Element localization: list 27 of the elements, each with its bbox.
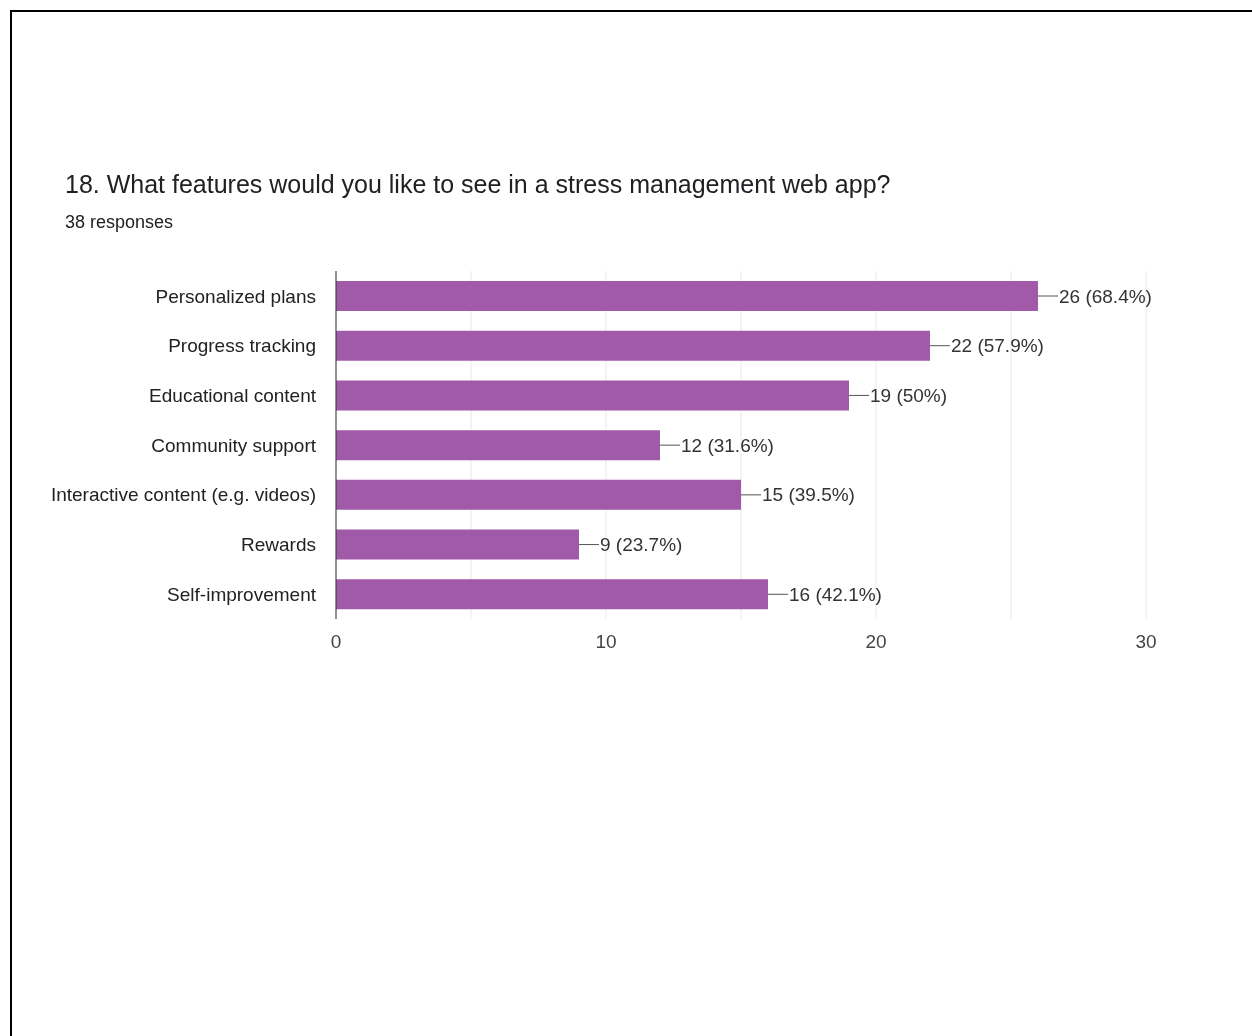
bar	[336, 579, 768, 610]
data-label: 9 (23.7%)	[600, 534, 683, 556]
bar	[336, 430, 660, 461]
text: 38 responses	[65, 212, 174, 233]
bar	[336, 330, 930, 361]
y-tick-label: Community support	[151, 434, 317, 456]
y-tick-label: Rewards	[241, 534, 316, 556]
data-label: 16 (42.1%)	[789, 583, 882, 605]
x-tick-label: 0	[330, 631, 342, 653]
y-tick-label: Personalized plans	[155, 285, 316, 307]
data-label: 12 (31.6%)	[681, 434, 774, 456]
data-label: 26 (68.4%)	[1059, 285, 1152, 307]
y-tick-label: Educational content	[149, 385, 317, 407]
y-tick-label: Interactive content (e.g. videos)	[50, 484, 316, 506]
x-tick-label: 30	[1135, 631, 1157, 653]
data-label: 15 (39.5%)	[762, 484, 855, 506]
y-tick-label: Self-improvement	[167, 583, 317, 605]
y-tick-label: Progress tracking	[168, 335, 316, 357]
bar	[336, 479, 741, 510]
data-label: 19 (50%)	[870, 384, 948, 406]
data-label: 22 (57.9%)	[951, 335, 1044, 357]
bar	[336, 380, 849, 411]
x-tick-label: 10	[595, 631, 617, 653]
chart-title: 18. What features would you like to see in a stress management web app?	[65, 170, 891, 199]
bar	[336, 529, 579, 560]
bar	[336, 281, 1038, 311]
x-tick-label: 20	[865, 631, 887, 653]
